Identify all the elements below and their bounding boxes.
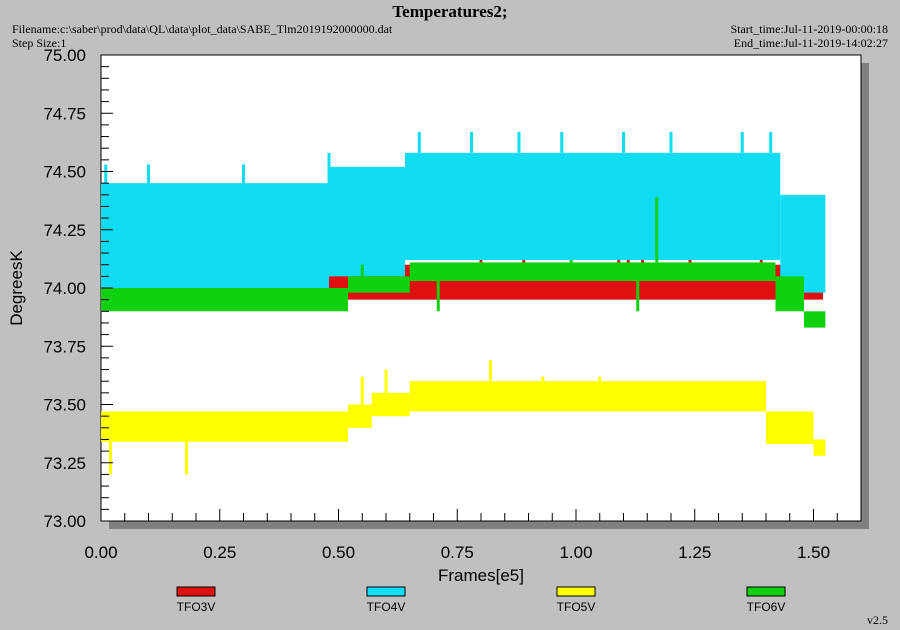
- series-band-tfo6v-1: [348, 276, 410, 293]
- legend-label-tfo4v: TFO4V: [367, 600, 406, 614]
- end-time-text: End_time:Jul-11-2019-14:02:27: [733, 36, 888, 50]
- series-band-tfo6v-0: [101, 288, 348, 312]
- y-tick-label: 73.75: [43, 337, 86, 356]
- series-layer: [101, 131, 826, 475]
- x-axis-title: Frames[e5]: [438, 566, 524, 585]
- legend: TFO3V TFO4V TFO5V TFO6V: [176, 586, 786, 614]
- series-band-tfo5v-3: [409, 381, 766, 412]
- series-band-tfo4v-0: [101, 183, 329, 293]
- series-band-tfo6v-2: [409, 262, 776, 282]
- y-tick-label: 74.00: [43, 279, 86, 298]
- y-tick-label: 74.25: [43, 221, 86, 240]
- x-tick-label: 0.25: [203, 543, 236, 562]
- series-band-tfo5v-4: [766, 411, 814, 445]
- y-tick-label: 73.25: [43, 454, 86, 473]
- x-tick-label: 1.25: [678, 543, 711, 562]
- legend-label-tfo5v: TFO5V: [557, 600, 596, 614]
- y-tick-label: 74.50: [43, 163, 86, 182]
- series-band-tfo5v-1: [348, 404, 372, 428]
- x-tick-label: 0.00: [84, 543, 117, 562]
- legend-swatch-tfo6v: [746, 586, 786, 597]
- legend-swatch-tfo3v: [176, 586, 216, 597]
- x-tick-label: 0.75: [441, 543, 474, 562]
- series-band-tfo5v-5: [813, 439, 826, 456]
- series-band-tfo4v-1: [329, 166, 405, 277]
- chart-title: Temperatures2;: [392, 2, 508, 21]
- x-tick-label: 1.50: [797, 543, 830, 562]
- legend-swatch-tfo4v: [366, 586, 406, 597]
- version-text: v2.5: [867, 613, 888, 627]
- start-time-text: Start_time:Jul-11-2019-00:00:18: [730, 22, 888, 36]
- y-tick-label: 74.75: [43, 104, 86, 123]
- legend-label-tfo6v: TFO6V: [747, 600, 786, 614]
- x-tick-label: 0.50: [322, 543, 355, 562]
- legend-label-tfo3v: TFO3V: [177, 600, 216, 614]
- series-band-tfo4v-2: [405, 152, 781, 261]
- y-axis-title: DegreesK: [7, 250, 26, 326]
- series-band-tfo6v-3: [775, 276, 804, 312]
- y-tick-label: 73.00: [43, 512, 86, 531]
- y-tick-label: 73.50: [43, 396, 86, 415]
- y-tick-label: 75.00: [43, 46, 86, 65]
- series-band-tfo5v-2: [371, 392, 410, 417]
- x-tick-label: 1.00: [559, 543, 592, 562]
- legend-swatch-tfo5v: [556, 586, 596, 597]
- step-size-text: Step Size:1: [12, 36, 67, 50]
- filename-text: Filename:c:\saber\prod\data\QL\data\plot…: [12, 22, 393, 36]
- series-band-tfo5v-0: [101, 411, 348, 442]
- series-band-tfo6v-4: [804, 311, 826, 328]
- axes-layer: 0.00 0.25 0.50 0.75 1.00 1.25 1.50 73.00 73.25 73…: [43, 46, 862, 562]
